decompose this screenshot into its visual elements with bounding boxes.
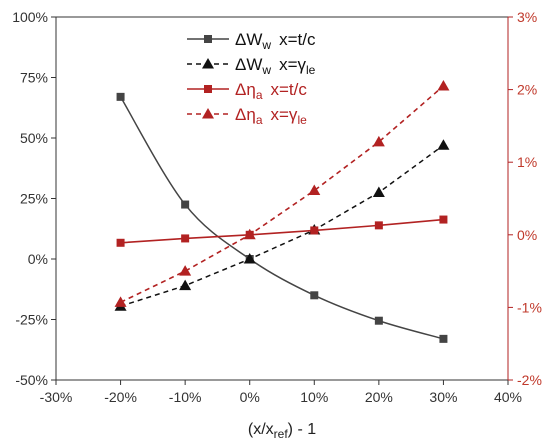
y-right-tick-label: -2%: [517, 372, 542, 388]
legend-label: ΔWw x=t/c: [235, 30, 316, 52]
y-left-tick-label: 0%: [28, 251, 48, 267]
series-1: [116, 92, 448, 343]
y-left-tick-label: 50%: [20, 130, 48, 146]
x-tick-label: 10%: [300, 389, 328, 405]
y-right-tick-label: 3%: [517, 9, 537, 25]
data-point-4: [310, 226, 319, 235]
series-layer: [114, 79, 450, 343]
x-tick-label: 40%: [494, 389, 522, 405]
data-point-2: [181, 234, 190, 243]
data-point-3: [243, 253, 256, 264]
legend-square-marker: [204, 85, 212, 93]
axes: -30% -20% -10% 0% 10% 20% 30% 40% -50% -25% 0% 25% 5…: [12, 9, 542, 405]
legend-label: ΔWw x=γle: [235, 55, 316, 77]
data-point-4: [310, 291, 319, 300]
y-left-tick-label: 100%: [12, 9, 48, 25]
data-point-6: [439, 334, 448, 343]
legend: ΔWw x=t/c ΔWw x=γle Δηa x=t/c Δηa x=γle: [187, 30, 316, 127]
legend-square-marker: [204, 35, 212, 43]
series-line: [119, 96, 444, 340]
series-line: [120, 144, 444, 307]
x-tick-label: 30%: [429, 389, 457, 405]
data-point-6: [439, 215, 448, 224]
y-left-tick-label: -25%: [15, 312, 48, 328]
data-point-5: [374, 221, 383, 230]
legend-label: Δηa x=t/c: [235, 80, 307, 102]
data-point-5: [374, 316, 383, 325]
data-point-6: [437, 79, 450, 91]
legend-item-1: ΔWw x=t/c: [187, 30, 316, 52]
y-right-tick-label: -1%: [517, 299, 542, 315]
y-right-tick-label: 2%: [517, 82, 537, 98]
data-point-5: [372, 135, 385, 147]
data-point-2: [179, 265, 192, 276]
y-right-tick-label: 1%: [517, 154, 537, 170]
legend-triangle-marker: [202, 108, 214, 119]
y-left-tick-label: 25%: [20, 191, 48, 207]
series-3: [116, 215, 448, 247]
legend-item-4: Δηa x=γle: [187, 105, 307, 127]
series-line: [120, 218, 444, 244]
data-point-3: [243, 228, 256, 240]
x-tick-label: -10%: [169, 389, 202, 405]
series-line: [120, 85, 444, 304]
y-right-tick-label: 0%: [517, 227, 537, 243]
x-tick-label: -20%: [104, 389, 137, 405]
data-point-1: [116, 92, 125, 101]
data-point-1: [116, 238, 125, 247]
data-point-2: [181, 200, 190, 209]
y-left-tick-label: -50%: [15, 372, 48, 388]
data-point-4: [308, 184, 321, 196]
series-4: [114, 79, 450, 307]
legend-label: Δηa x=γle: [235, 105, 307, 127]
data-point-2: [179, 279, 192, 291]
x-tick-label: 20%: [365, 389, 393, 405]
x-tick-label: -30%: [40, 389, 73, 405]
x-tick-label: 0%: [240, 389, 260, 405]
data-point-1: [114, 296, 127, 307]
series-2: [114, 139, 450, 311]
legend-item-2: ΔWw x=γle: [187, 55, 316, 77]
y-left-tick-label: 75%: [20, 70, 48, 86]
data-point-5: [372, 186, 385, 197]
data-point-6: [437, 139, 450, 150]
legend-triangle-marker: [202, 58, 214, 69]
x-axis-label: (x/xref) - 1: [248, 421, 316, 441]
legend-item-3: Δηa x=t/c: [187, 80, 307, 102]
